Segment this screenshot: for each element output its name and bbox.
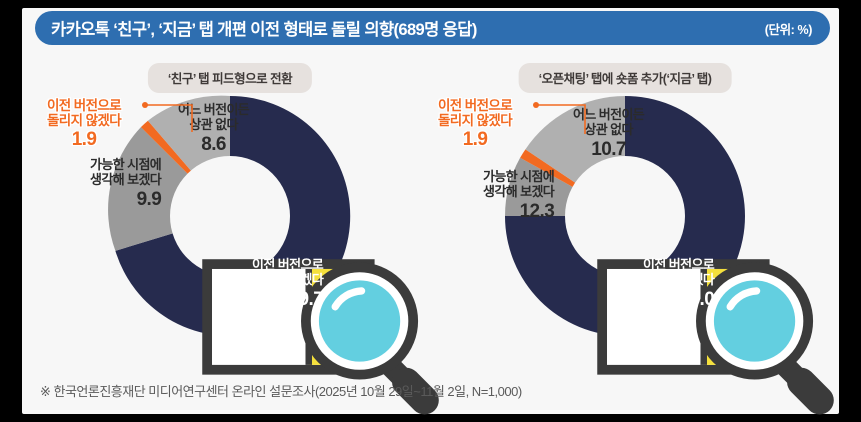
unit-label: (단위: %) <box>764 22 813 37</box>
slice-label-maybe-right: 가능한 시점에 생각해 보겠다 12.3 <box>483 169 555 222</box>
slice-label-any-right: 어느 버전이든 상관 없다 10.7 <box>573 107 645 160</box>
center-card-magnifier-icon-right <box>594 195 834 415</box>
slice-label-no-revert-left: 이전 버전으로 돌리지 않겠다 1.9 <box>46 98 122 150</box>
source-footnote: ※ 한국언론진흥재단 미디어연구센터 온라인 설문조사(2025년 10월 29… <box>40 384 522 399</box>
slice-label-maybe-left: 가능한 시점에 생각해 보겠다 9.9 <box>90 157 162 210</box>
chart-subtitle-right: ‘오픈채팅’ 탭에 숏폼 추가(‘지금’ 탭) <box>518 63 732 93</box>
leader-line-left <box>142 102 202 134</box>
donut-chart-right <box>499 90 834 415</box>
donut-chart-left <box>104 90 439 415</box>
slice-label-main-left: 이전 버전으로 돌리겠다 79.7 <box>252 257 324 310</box>
center-card-magnifier-icon-left <box>199 195 439 415</box>
slice-label-main-right: 이전 버전으로 돌리겠다 75.0 <box>643 257 715 310</box>
title-bar: 카카오톡 ‘친구’, ‘지금’ 탭 개편 이전 형태로 돌릴 의향(689명 응… <box>35 11 830 45</box>
page-title: 카카오톡 ‘친구’, ‘지금’ 탭 개편 이전 형태로 돌릴 의향(689명 응… <box>51 21 477 39</box>
donut-hole-right <box>565 156 685 276</box>
leader-line-right <box>533 102 595 136</box>
chart-subtitle-left: ‘친구’ 탭 피드형으로 전환 <box>147 63 313 93</box>
slice-label-any-left: 어느 버전이든 상관 없다 8.6 <box>178 102 250 155</box>
chart-panel-friends-tab: ‘친구’ 탭 피드형으로 전환 <box>30 58 439 415</box>
donut-hole-left <box>170 156 290 276</box>
chart-panel-openchat-tab: ‘오픈채팅’ 탭에 숏폼 추가(‘지금’ 탭) <box>425 58 834 415</box>
slice-label-no-revert-right: 이전 버전으로 돌리지 않겠다 1.9 <box>437 98 513 150</box>
